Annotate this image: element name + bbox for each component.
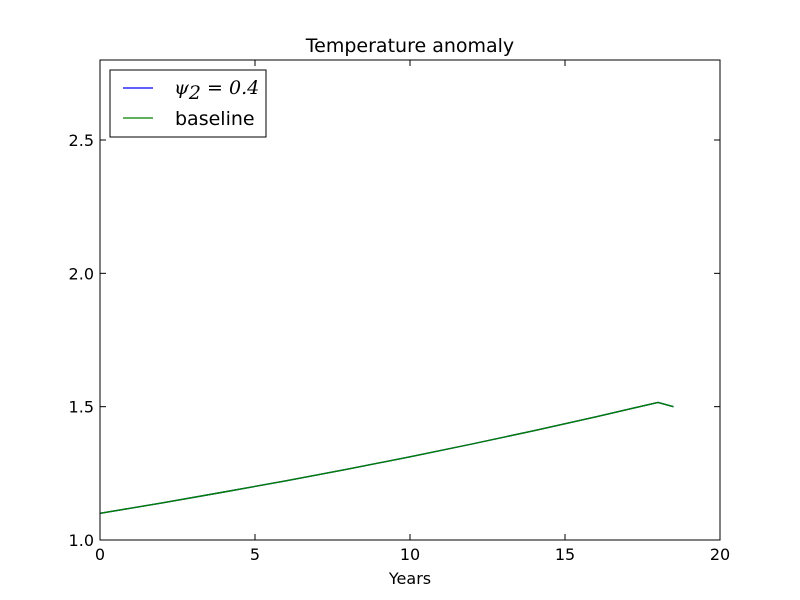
x-tick-label: 20 xyxy=(710,545,730,564)
y-tick-label: 2.5 xyxy=(69,131,94,150)
chart-title: Temperature anomaly xyxy=(305,35,514,57)
x-tick-label: 0 xyxy=(95,545,105,564)
legend-box xyxy=(109,69,267,138)
legend-label-baseline: baseline xyxy=(175,108,255,130)
y-tick-label: 1.5 xyxy=(69,398,94,417)
x-tick-label: 10 xyxy=(400,545,420,564)
x-tick-label: 5 xyxy=(250,545,260,564)
x-tick-label: 15 xyxy=(555,545,575,564)
y-tick-label: 2.0 xyxy=(69,264,94,283)
series-line-2 xyxy=(99,401,674,515)
y-axis-ticks: 1.0 1.5 2.0 2.5 xyxy=(69,131,720,550)
legend-label-psi: ψ2 = 0.4 xyxy=(174,77,259,104)
series-layer xyxy=(99,401,674,515)
x-axis-ticks: 0 5 10 15 20 xyxy=(95,60,730,564)
y-tick-label: 1.0 xyxy=(69,531,94,550)
x-axis-label: Years xyxy=(388,569,431,588)
legend: ψ2 = 0.4 baseline xyxy=(109,69,267,138)
